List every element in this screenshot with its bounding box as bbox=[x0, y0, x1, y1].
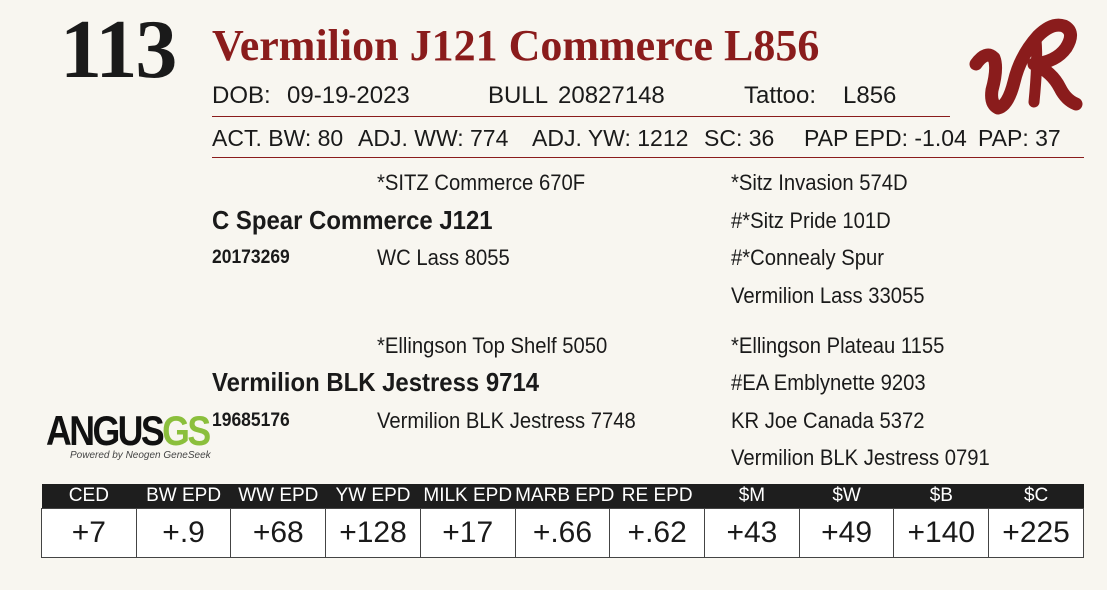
angus-tagline: Powered by Neogen GeneSeek bbox=[70, 450, 211, 461]
gs-word: GS bbox=[162, 407, 211, 454]
epd-value-row: +7 +.9 +68 +128 +17 +.66 +.62 +43 +49 +1… bbox=[41, 508, 1084, 558]
epd-value-marb: +.66 bbox=[514, 508, 611, 558]
epd-header-c: $C bbox=[988, 484, 1084, 509]
epd-table: CED BW EPD WW EPD YW EPD MILK EPD MARB E… bbox=[41, 484, 1084, 558]
dob-label: DOB: bbox=[212, 82, 271, 109]
epd-value-yw: +128 bbox=[325, 508, 421, 558]
epd-header-b: $B bbox=[893, 484, 989, 509]
adj-yw: ADJ. YW: 1212 bbox=[532, 125, 689, 151]
epd-value-w: +49 bbox=[798, 508, 895, 558]
dam-registration: 19685176 bbox=[212, 410, 290, 431]
epd-header-bw: BW EPD bbox=[136, 484, 231, 509]
sire-dam: WC Lass 8055 bbox=[377, 245, 510, 270]
info-line: DOB: 09-19-2023 BULL 20827148 Tattoo: L8… bbox=[212, 82, 952, 112]
sire-registration: 20173269 bbox=[212, 247, 290, 268]
epd-value-milk: +17 bbox=[419, 508, 516, 558]
registration-number: 20827148 bbox=[558, 82, 665, 109]
sire-sire-sire: *Sitz Invasion 574D bbox=[731, 170, 908, 195]
dob-value: 09-19-2023 bbox=[287, 82, 410, 109]
dam-dam: Vermilion BLK Jestress 7748 bbox=[377, 408, 636, 433]
epd-value-c: +225 bbox=[988, 508, 1084, 558]
pap-epd: PAP EPD: -1.04 bbox=[804, 125, 967, 151]
divider-bottom bbox=[212, 157, 1084, 158]
sire-sire: *SITZ Commerce 670F bbox=[377, 170, 586, 195]
adj-ww: ADJ. WW: 774 bbox=[358, 125, 509, 151]
epd-value-ced: +7 bbox=[41, 508, 137, 558]
sire-sire-dam: #*Sitz Pride 101D bbox=[731, 208, 891, 233]
act-bw: ACT. BW: 80 bbox=[212, 125, 344, 151]
lot-number: 113 bbox=[60, 3, 177, 96]
dam-sire-sire: *Ellingson Plateau 1155 bbox=[731, 333, 945, 358]
angus-gs-logo: ANGUSGS Powered by Neogen GeneSeek bbox=[46, 407, 237, 462]
tattoo-value: L856 bbox=[843, 82, 897, 109]
dam-sire: *Ellingson Top Shelf 5050 bbox=[377, 333, 608, 358]
sire-name: C Spear Commerce J121 bbox=[212, 205, 493, 235]
epd-header-w: $W bbox=[799, 484, 894, 509]
sire-dam-sire: #*Connealy Spur bbox=[731, 245, 885, 270]
performance-line: ACT. BW: 80 ADJ. WW: 774 ADJ. YW: 1212 S… bbox=[212, 125, 1084, 155]
epd-value-m: +43 bbox=[704, 508, 800, 558]
epd-header-ced: CED bbox=[41, 484, 137, 509]
animal-name: Vermilion J121 Commerce L856 bbox=[212, 21, 820, 70]
sire-dam-dam: Vermilion Lass 33055 bbox=[731, 283, 925, 308]
epd-value-ww: +68 bbox=[230, 508, 327, 558]
epd-value-re: +.62 bbox=[609, 508, 706, 558]
angus-word: ANGUS bbox=[46, 407, 165, 454]
pap: PAP: 37 bbox=[978, 125, 1061, 151]
dam-dam-dam: Vermilion BLK Jestress 0791 bbox=[731, 445, 990, 470]
epd-header-row: CED BW EPD WW EPD YW EPD MILK EPD MARB E… bbox=[41, 484, 1084, 509]
epd-value-b: +140 bbox=[893, 508, 990, 558]
dam-dam-sire: KR Joe Canada 5372 bbox=[731, 408, 925, 433]
divider-top bbox=[212, 116, 950, 117]
epd-header-m: $M bbox=[704, 484, 800, 509]
epd-header-yw: YW EPD bbox=[325, 484, 421, 509]
epd-header-milk: MILK EPD bbox=[420, 484, 516, 509]
angus-wordmark: ANGUSGS bbox=[46, 407, 211, 454]
dam-sire-dam: #EA Emblynette 9203 bbox=[731, 370, 926, 395]
sc: SC: 36 bbox=[704, 125, 775, 151]
epd-value-bw: +.9 bbox=[135, 508, 232, 558]
epd-header-re: RE EPD bbox=[609, 484, 705, 509]
epd-header-ww: WW EPD bbox=[230, 484, 326, 509]
sex-label: BULL bbox=[488, 82, 549, 109]
vr-brand-logo bbox=[968, 12, 1084, 129]
tattoo-label: Tattoo: bbox=[744, 82, 817, 109]
dam-name: Vermilion BLK Jestress 9714 bbox=[212, 367, 540, 397]
epd-header-marb: MARB EPD bbox=[515, 484, 614, 509]
